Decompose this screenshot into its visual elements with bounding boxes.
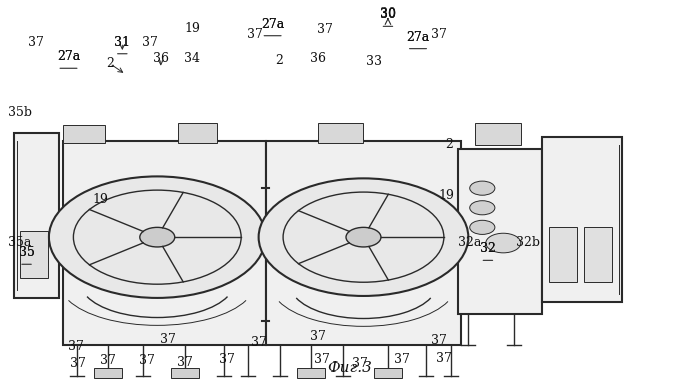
Bar (63, 141, 266, 345)
Text: 27a: 27a (261, 18, 284, 31)
Text: 37: 37 (310, 330, 326, 343)
Bar (549, 227, 577, 282)
Text: 37: 37 (178, 356, 193, 369)
Text: 2: 2 (106, 57, 114, 70)
Text: 37: 37 (251, 336, 266, 350)
Text: 37: 37 (219, 353, 235, 367)
Text: 35: 35 (19, 246, 34, 260)
Text: 27a: 27a (261, 18, 284, 31)
Bar (266, 141, 461, 345)
Circle shape (484, 127, 512, 142)
Text: 30: 30 (380, 8, 396, 22)
Text: 32a: 32a (458, 236, 482, 249)
Text: 37: 37 (101, 354, 116, 367)
Bar (475, 123, 521, 145)
Text: 37: 37 (352, 357, 368, 370)
Circle shape (470, 201, 495, 215)
Text: 37: 37 (139, 354, 154, 367)
Text: 37: 37 (143, 36, 158, 49)
Text: 27a: 27a (406, 31, 430, 44)
Bar (374, 368, 402, 378)
Bar (20, 231, 48, 278)
Text: Фиг.3: Фиг.3 (327, 361, 372, 376)
Text: 35a: 35a (8, 236, 31, 249)
Text: 37: 37 (314, 353, 329, 367)
Circle shape (346, 227, 381, 247)
Text: 35b: 35b (8, 106, 31, 120)
Text: 32b: 32b (516, 236, 540, 249)
Text: 36: 36 (153, 51, 168, 65)
Text: 37: 37 (247, 28, 263, 41)
Circle shape (486, 233, 521, 253)
Circle shape (71, 127, 96, 141)
Bar (94, 368, 122, 378)
Text: 37: 37 (436, 352, 452, 365)
Text: 19: 19 (185, 22, 200, 35)
Bar (178, 123, 217, 143)
Text: 31: 31 (115, 36, 130, 49)
Circle shape (187, 127, 208, 139)
Text: 27a: 27a (57, 50, 80, 64)
Text: 30: 30 (380, 7, 396, 20)
Circle shape (470, 220, 495, 234)
Text: 32: 32 (480, 242, 496, 256)
Text: 27a: 27a (406, 31, 430, 44)
Text: 37: 37 (431, 28, 447, 41)
Text: 37: 37 (317, 23, 333, 36)
Text: 37: 37 (431, 334, 447, 347)
Text: 30: 30 (380, 8, 396, 22)
Text: 37: 37 (29, 36, 44, 49)
Bar (171, 368, 199, 378)
Text: 36: 36 (310, 51, 326, 65)
Circle shape (259, 178, 468, 296)
Text: 31: 31 (115, 36, 130, 49)
Bar (318, 123, 363, 143)
Text: 32: 32 (480, 242, 496, 256)
Bar (14, 133, 59, 298)
Text: 19: 19 (92, 193, 108, 207)
Circle shape (329, 126, 354, 140)
Text: 2: 2 (275, 54, 284, 67)
Text: 37: 37 (71, 357, 86, 370)
Circle shape (49, 176, 266, 298)
Text: 34: 34 (185, 51, 200, 65)
Text: 2: 2 (445, 138, 453, 151)
Bar (458, 149, 542, 314)
Bar (63, 125, 105, 143)
Bar (297, 368, 325, 378)
Bar (584, 227, 612, 282)
Bar (542, 137, 622, 302)
Text: 35: 35 (19, 246, 34, 260)
Circle shape (140, 227, 175, 247)
Text: 37: 37 (68, 340, 83, 354)
Text: 37: 37 (160, 332, 175, 346)
Text: 27a: 27a (57, 50, 80, 64)
Circle shape (470, 181, 495, 195)
Text: 33: 33 (366, 55, 382, 69)
Text: 37: 37 (394, 353, 410, 367)
Text: 19: 19 (438, 189, 454, 202)
